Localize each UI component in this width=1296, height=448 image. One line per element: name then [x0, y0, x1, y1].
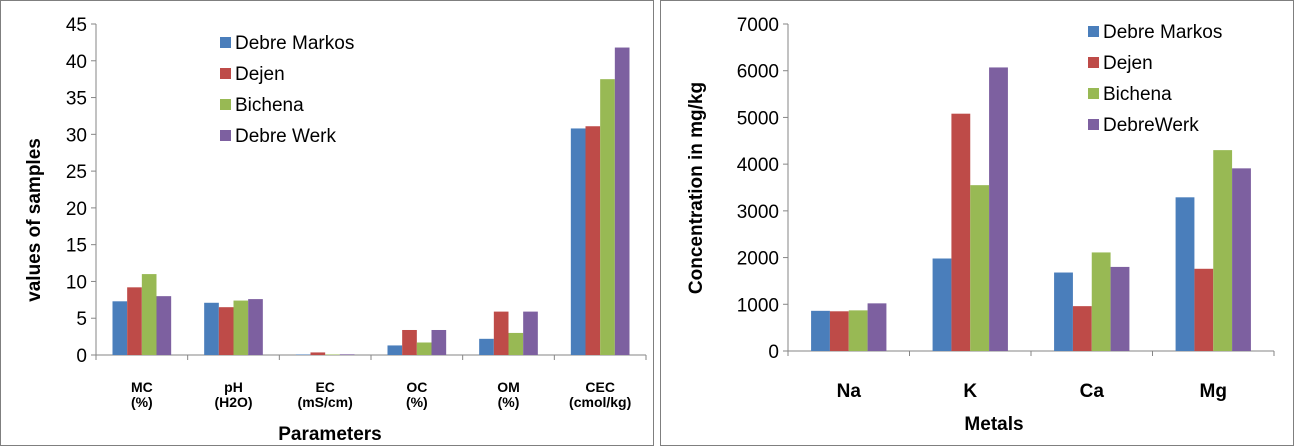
- chart-panel-parameters: 0 5 10 15 20 25 30 35 40 45 MC (%) pH (H2O) EC (mS/cm) O…: [0, 0, 654, 446]
- bar: [387, 345, 403, 355]
- y-tick-label: 5: [76, 309, 87, 330]
- legend-swatch: [220, 37, 231, 48]
- bar: [233, 300, 249, 355]
- x-category-label: pH: [224, 379, 243, 395]
- bar: [248, 299, 263, 355]
- chart-panel-metals: 0 1000 2000 3000 4000 5000 6000 7000 Na K Ca Mg Meta…: [660, 0, 1294, 446]
- bar: [325, 354, 340, 355]
- bar: [600, 79, 615, 356]
- bar: [848, 310, 868, 351]
- x-axis-title: Metals: [964, 414, 1023, 435]
- bar: [1194, 268, 1214, 351]
- legend-label: Debre Markos: [235, 33, 354, 54]
- legend-swatch: [1088, 57, 1099, 68]
- bar: [295, 354, 311, 355]
- bar: [989, 67, 1008, 352]
- legend-swatch: [220, 68, 231, 79]
- y-tick-label: 20: [66, 199, 87, 220]
- y-tick-label: 0: [76, 346, 87, 367]
- x-category-label: (mS/cm): [298, 394, 353, 410]
- bar: [1213, 150, 1233, 351]
- y-tick-label: 5000: [737, 108, 779, 129]
- y-tick-label: 1000: [737, 295, 779, 316]
- x-category-label: OM: [497, 379, 520, 395]
- bar: [1175, 197, 1195, 351]
- legend-label: Debre Werk: [235, 126, 337, 147]
- legend-swatch: [1088, 119, 1099, 130]
- metals-bar-chart: 0 1000 2000 3000 4000 5000 6000 7000 Na K Ca Mg Meta…: [686, 15, 1275, 435]
- y-tick-label: 4000: [737, 155, 779, 176]
- x-category-label: Na: [837, 381, 862, 402]
- x-category-label: OC: [406, 379, 427, 395]
- bar: [1054, 272, 1073, 351]
- legend-label: Debre Markos: [1103, 22, 1222, 43]
- y-tick-label: 0: [768, 342, 779, 363]
- bar: [218, 307, 234, 355]
- bar: [585, 126, 601, 356]
- bar: [431, 329, 447, 355]
- y-axis-title: values of samples: [24, 138, 45, 302]
- y-tick-label: 35: [66, 89, 87, 110]
- legend-label: DebreWerk: [1103, 115, 1199, 136]
- bar: [523, 311, 538, 355]
- bar: [1072, 306, 1092, 351]
- legend-label: Dejen: [1103, 53, 1153, 74]
- x-category-label: EC: [315, 379, 334, 395]
- y-tick-label: 6000: [737, 62, 779, 83]
- x-category-label: K: [963, 381, 977, 402]
- bar: [570, 128, 586, 355]
- legend-swatch: [1088, 26, 1099, 37]
- y-tick-label: 45: [66, 15, 87, 36]
- y-tick-label: 7000: [737, 15, 779, 36]
- y-tick-label: 25: [66, 162, 87, 183]
- y-tick-label: 2000: [737, 249, 779, 270]
- bar: [1091, 252, 1111, 351]
- x-category-label: MC: [131, 379, 153, 395]
- bar: [493, 311, 509, 355]
- bar: [614, 47, 630, 355]
- legend-swatch: [1088, 88, 1099, 99]
- legend-label: Bichena: [235, 95, 304, 116]
- bar: [204, 302, 219, 355]
- y-tick-label: 30: [66, 125, 87, 146]
- bar: [339, 354, 355, 355]
- bar: [416, 342, 432, 355]
- y-tick-label: 40: [66, 52, 87, 73]
- bar: [951, 113, 971, 351]
- bar: [970, 185, 990, 351]
- bar: [508, 332, 524, 355]
- bar: [1110, 266, 1130, 351]
- x-axis-title: Parameters: [278, 424, 382, 445]
- bar: [811, 310, 830, 351]
- legend-label: Dejen: [235, 64, 285, 85]
- legend-swatch: [220, 99, 231, 110]
- x-category-label: (H2O): [214, 394, 252, 410]
- bar: [479, 338, 494, 355]
- y-axis-title: Concentration in mg/kg: [686, 82, 707, 294]
- x-category-label: (%): [498, 394, 520, 410]
- x-category-label: (%): [406, 394, 428, 410]
- bar: [932, 258, 952, 351]
- y-tick-label: 10: [66, 272, 87, 293]
- y-tick-label: 3000: [737, 202, 779, 223]
- bar: [310, 352, 326, 355]
- bar: [127, 287, 142, 355]
- bar: [141, 274, 157, 355]
- bar: [112, 301, 128, 355]
- bar: [402, 329, 417, 355]
- parameters-bar-chart: 051015202530354045MC(%)pH(H2O)EC(mS/cm)O…: [24, 15, 647, 445]
- x-category-label: (cmol/kg): [569, 394, 631, 410]
- bar: [156, 296, 172, 355]
- bar: [867, 303, 887, 351]
- x-category-label: Mg: [1200, 381, 1227, 402]
- x-category-label: Ca: [1080, 381, 1105, 402]
- legend-swatch: [220, 130, 231, 141]
- bar: [1232, 168, 1251, 351]
- x-category-label: CEC: [585, 379, 615, 395]
- bar: [829, 311, 849, 351]
- x-category-label: (%): [131, 394, 153, 410]
- y-tick-label: 15: [66, 236, 87, 257]
- legend-label: Bichena: [1103, 84, 1172, 105]
